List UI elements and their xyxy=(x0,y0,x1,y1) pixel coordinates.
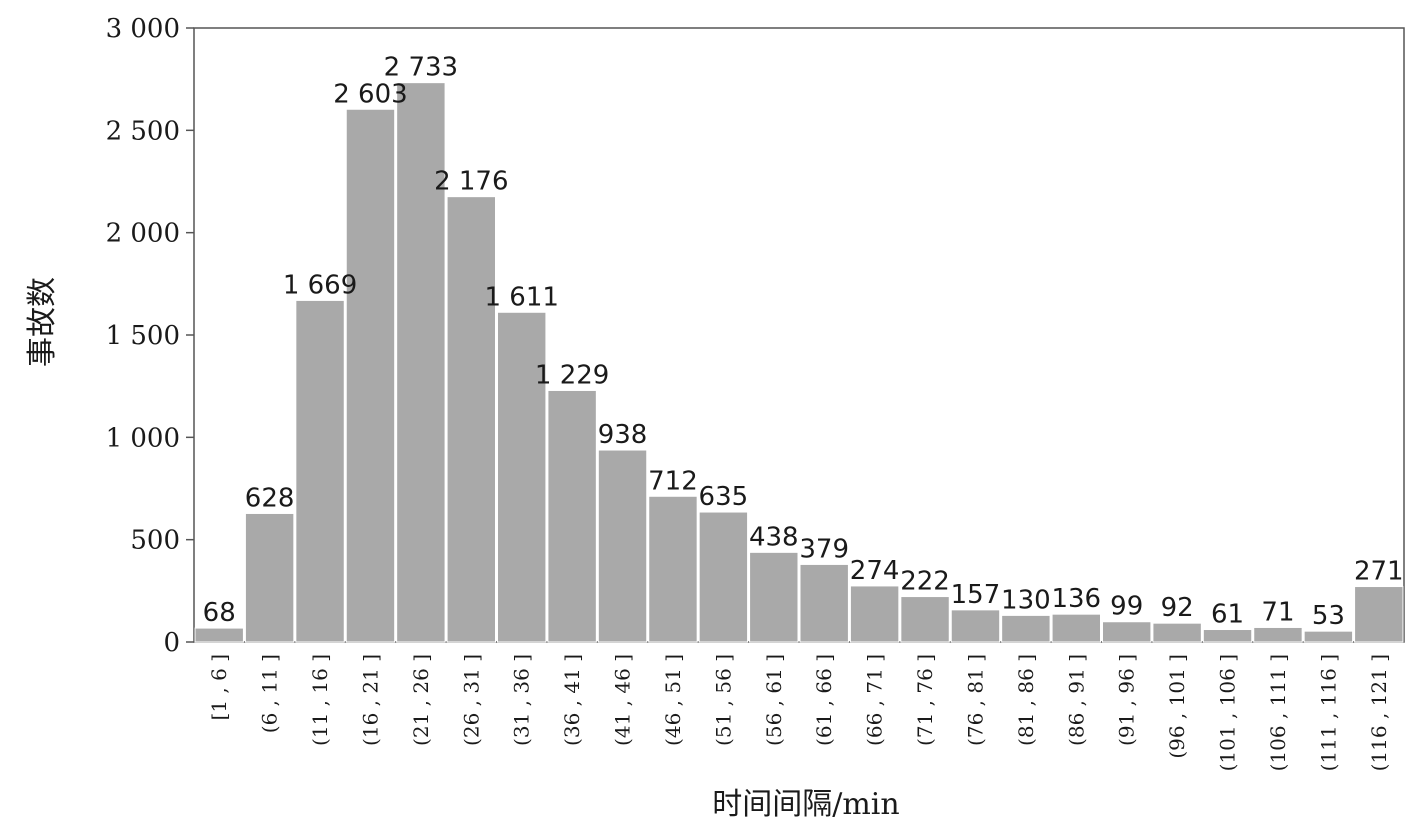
bar xyxy=(749,551,799,643)
bar xyxy=(295,299,345,643)
data-label: 628 xyxy=(245,483,295,513)
x-tick-label: (31 , 36 ] xyxy=(510,654,534,746)
x-tick-label: (76 , 81 ] xyxy=(963,654,987,746)
bar xyxy=(1303,630,1354,643)
x-tick-label: [1 , 6 ] xyxy=(207,654,231,720)
bar xyxy=(950,609,1001,643)
data-label: 2 176 xyxy=(434,167,508,197)
y-tick-label: 1 000 xyxy=(106,423,180,453)
bars-group xyxy=(194,82,1404,643)
y-tick-label: 3 000 xyxy=(106,14,180,44)
x-tick-label: (56 , 61 ] xyxy=(762,654,786,746)
plot-area xyxy=(193,27,1405,643)
bar xyxy=(1102,621,1152,643)
bar xyxy=(446,196,497,643)
x-tick-label: (26 , 31 ] xyxy=(459,654,483,746)
data-label: 136 xyxy=(1051,584,1101,614)
data-label: 274 xyxy=(850,556,900,586)
y-axis: 0 500 1 000 1 500 2 000 2 500 3 000 xyxy=(106,14,194,658)
data-label: 1 611 xyxy=(484,282,558,312)
y-tick-label: 2 000 xyxy=(106,219,180,249)
data-label: 71 xyxy=(1261,597,1294,627)
y-axis-label: 事故数 xyxy=(25,277,60,367)
data-label: 271 xyxy=(1354,557,1404,587)
x-tick-label: (61 , 66 ] xyxy=(812,654,836,746)
x-tick-label: (21 , 26 ] xyxy=(409,654,433,746)
data-label: 99 xyxy=(1110,592,1143,622)
x-tick-label: (106 , 111 ] xyxy=(1266,654,1290,771)
x-tick-label: (116 , 121 ] xyxy=(1367,654,1391,771)
bar xyxy=(497,311,547,643)
data-label: 68 xyxy=(203,598,236,628)
x-tick-label: (36 , 41 ] xyxy=(560,654,584,746)
x-axis-label: 时间间隔/min xyxy=(712,787,899,822)
bar xyxy=(1354,586,1404,643)
bar xyxy=(547,389,597,643)
x-tick-label: (66 , 71 ] xyxy=(863,654,887,746)
y-tick-label: 0 xyxy=(163,628,180,658)
bar xyxy=(698,511,749,643)
x-tick-label: (6 , 11 ] xyxy=(258,654,282,733)
data-label: 61 xyxy=(1211,600,1244,630)
bar xyxy=(194,627,244,643)
x-tick-label: (96 , 101 ] xyxy=(1165,654,1189,759)
data-label: 712 xyxy=(648,466,698,496)
bar xyxy=(900,596,950,643)
data-label: 92 xyxy=(1161,593,1194,623)
bar xyxy=(648,495,698,643)
x-axis: [1 , 6 ] (6 , 11 ] (11 , 16 ] (16 , 21 ] (21… xyxy=(207,654,1391,771)
data-label: 53 xyxy=(1312,601,1345,631)
bar xyxy=(1202,629,1253,643)
bar xyxy=(799,563,849,643)
data-label: 938 xyxy=(598,420,648,450)
data-label: 2 603 xyxy=(333,79,407,109)
y-tick-label: 500 xyxy=(130,526,180,556)
bar xyxy=(1253,626,1303,643)
data-label: 635 xyxy=(699,482,749,512)
data-label: 438 xyxy=(749,522,799,552)
data-label: 1 229 xyxy=(535,360,609,390)
bar xyxy=(849,585,900,643)
y-tick-label: 2 500 xyxy=(106,116,180,146)
data-label: 222 xyxy=(900,567,950,597)
x-tick-label: (11 , 16 ] xyxy=(308,654,332,746)
data-label: 379 xyxy=(799,534,849,564)
y-tick-label: 1 500 xyxy=(106,321,180,351)
data-label: 2 733 xyxy=(384,53,458,83)
x-tick-label: (111 , 116 ] xyxy=(1316,654,1340,771)
data-label: 1 669 xyxy=(283,270,357,300)
x-tick-label: (101 , 106 ] xyxy=(1216,654,1240,771)
x-tick-label: (86 , 91 ] xyxy=(1064,654,1088,746)
bar xyxy=(1001,614,1051,643)
x-tick-label: (81 , 86 ] xyxy=(1014,654,1038,746)
bar xyxy=(597,449,648,643)
x-tick-label: (46 , 51 ] xyxy=(661,654,685,746)
x-tick-label: (51 , 56 ] xyxy=(711,654,735,746)
data-label: 157 xyxy=(951,580,1001,610)
bar xyxy=(1051,613,1102,643)
bar xyxy=(345,108,396,643)
bar xyxy=(1152,622,1202,643)
x-tick-label: (91 , 96 ] xyxy=(1115,654,1139,746)
bar xyxy=(244,512,295,643)
x-tick-label: (41 , 46 ] xyxy=(611,654,635,746)
bar xyxy=(396,82,446,643)
x-tick-label: (16 , 21 ] xyxy=(358,654,382,746)
data-label: 130 xyxy=(1001,585,1051,615)
x-tick-label: (71 , 76 ] xyxy=(913,654,937,746)
